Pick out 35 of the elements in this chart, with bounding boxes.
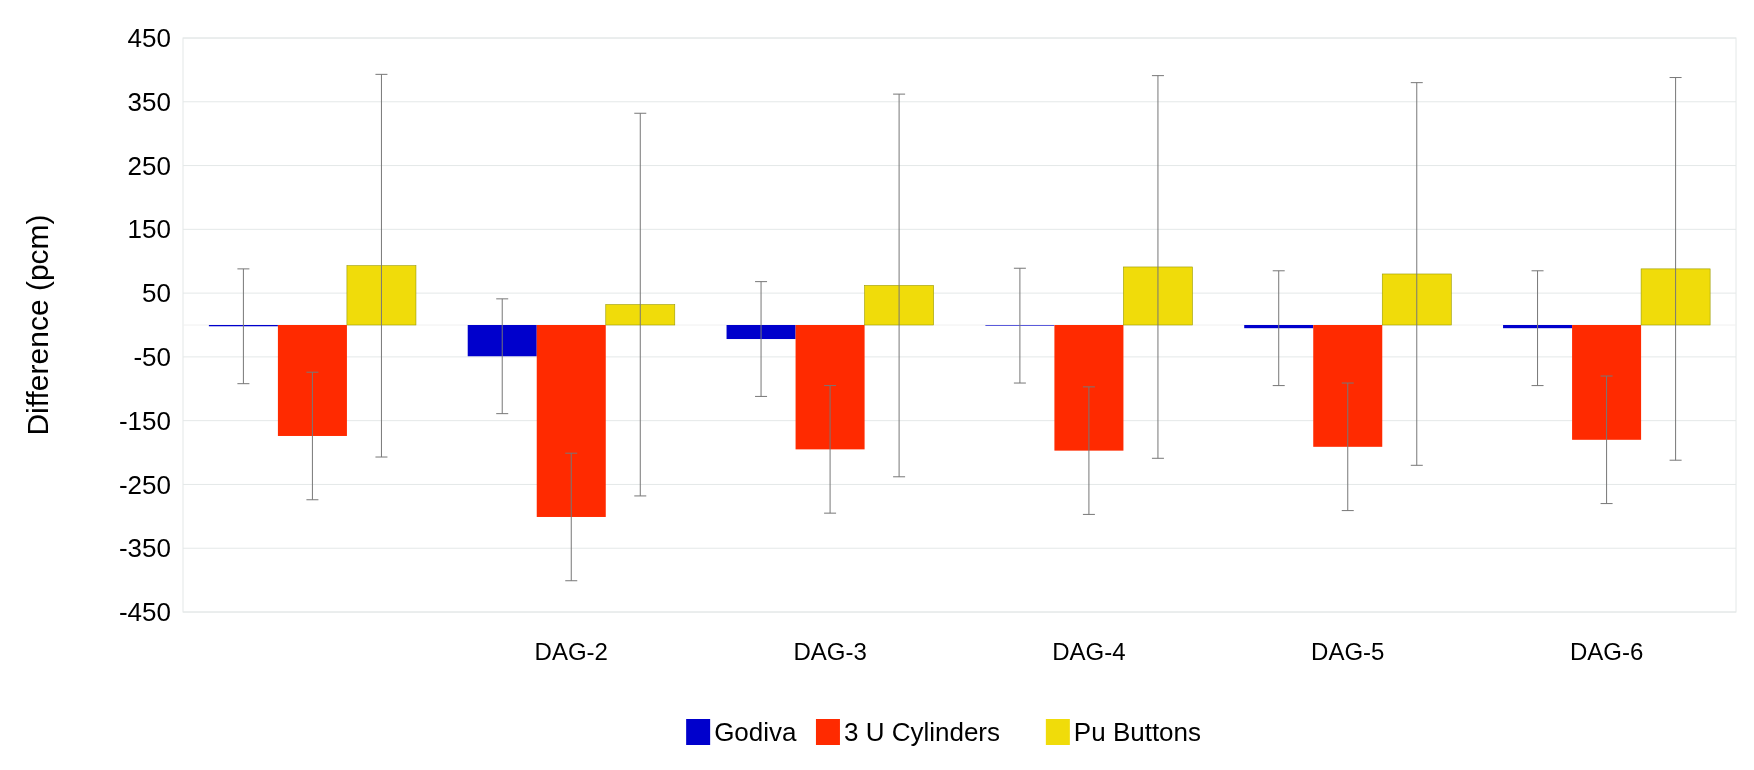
y-tick-label: -350: [118, 533, 171, 564]
bar: [1381, 273, 1452, 326]
y-tick-label: -150: [118, 405, 171, 436]
bar: [277, 325, 347, 436]
bar: [605, 304, 676, 326]
bar: [1313, 325, 1383, 447]
x-tick-label: DAG-2: [534, 638, 608, 665]
bar: [346, 265, 417, 326]
legend-label: Godiva: [714, 717, 798, 748]
y-tick-label: 250: [127, 150, 171, 181]
y-tick-label: -50: [133, 341, 171, 372]
bar: [1054, 325, 1124, 451]
x-tick-label: DAG-3: [793, 638, 867, 665]
bar: [795, 325, 865, 450]
bar: [864, 285, 934, 326]
bar: [1640, 268, 1711, 326]
bar: [467, 325, 537, 357]
bar: [726, 325, 796, 340]
legend-label: 3 U Cylinders: [843, 717, 1001, 748]
y-axis-title: Difference (pcm): [21, 214, 54, 436]
bar: [1244, 325, 1314, 329]
x-tick-label: DAG-6: [1569, 638, 1644, 665]
x-tick-label: DAG-4: [1052, 638, 1126, 665]
bar: [1123, 266, 1193, 326]
legend-label: Pu Buttons: [1073, 717, 1202, 748]
bar: [536, 325, 606, 517]
bar: [1572, 325, 1642, 440]
y-tick-label: 450: [127, 23, 171, 54]
x-tick-label: DAG-5: [1311, 638, 1385, 665]
y-tick-label: -450: [118, 597, 171, 628]
y-tick-label: 350: [127, 86, 171, 117]
y-tick-label: 150: [127, 214, 171, 245]
y-tick-label: 50: [142, 278, 171, 309]
bar: [1503, 325, 1573, 329]
y-tick-label: -250: [118, 469, 171, 500]
